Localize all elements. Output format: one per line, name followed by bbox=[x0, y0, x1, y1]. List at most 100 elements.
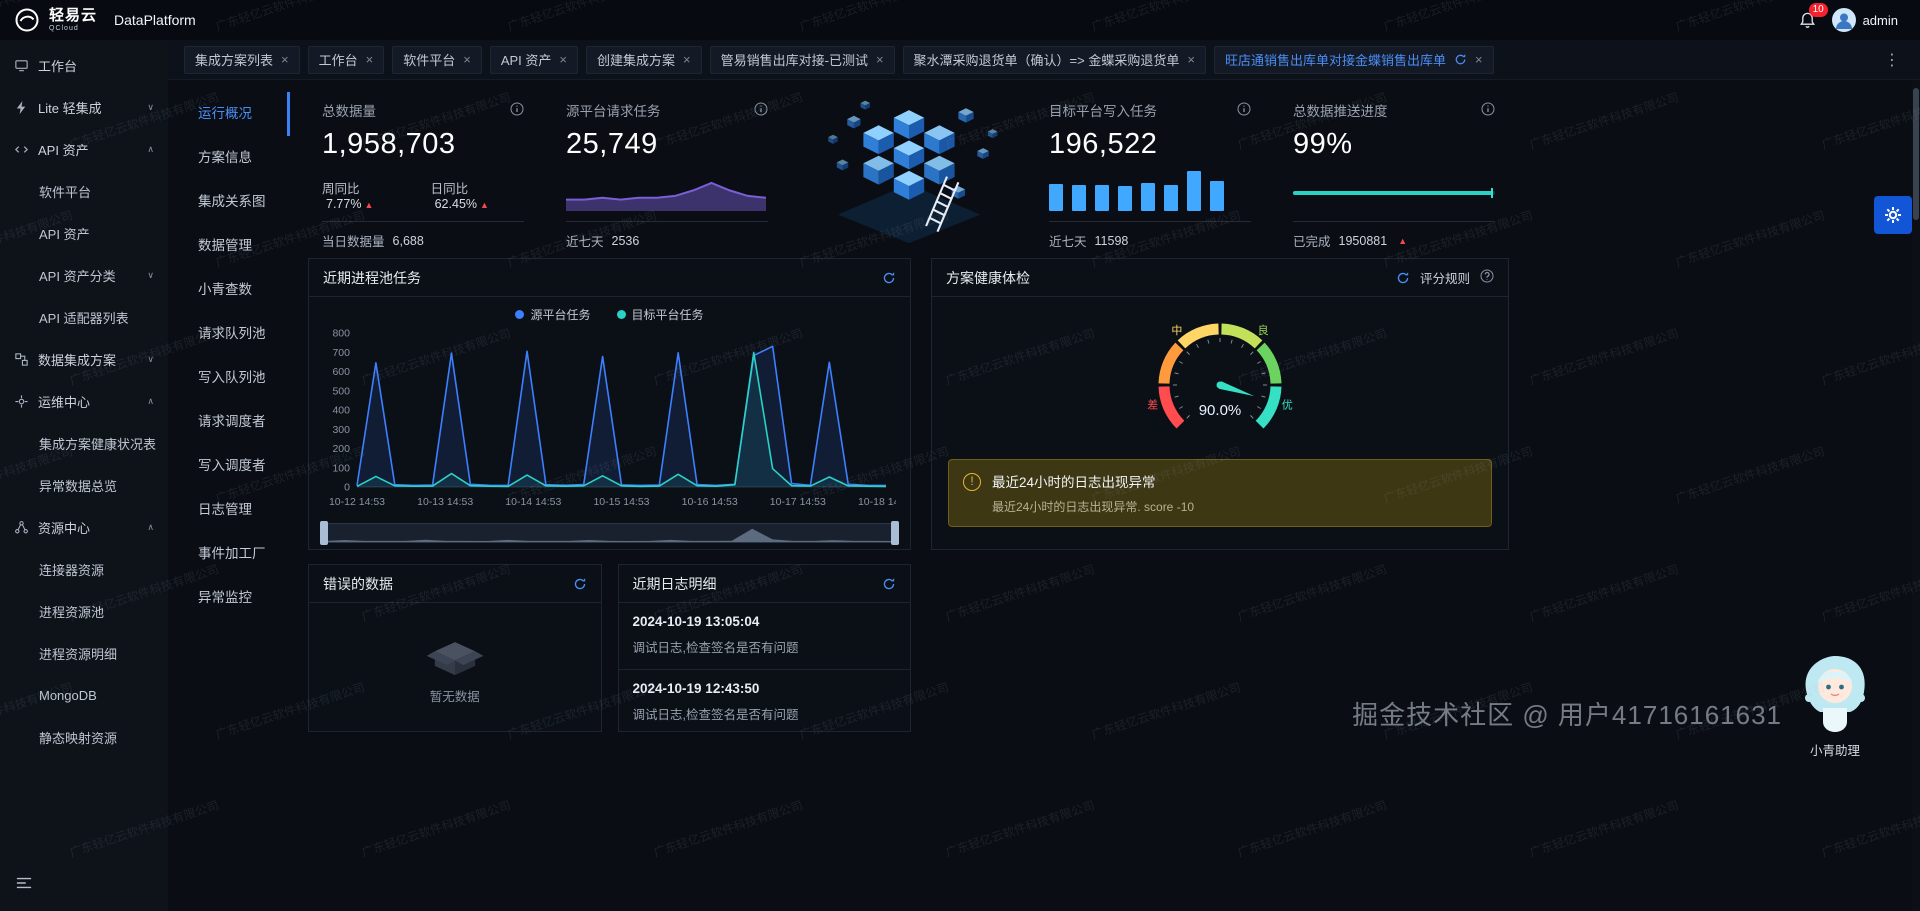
sidebar-subitem[interactable]: 进程资源池 bbox=[0, 590, 168, 632]
sidebar-item-label: 连接器资源 bbox=[39, 562, 105, 578]
subnav-item[interactable]: 异常监控 bbox=[198, 590, 252, 605]
question-icon[interactable] bbox=[1480, 269, 1494, 286]
brush-handle-left[interactable] bbox=[320, 521, 328, 545]
tab[interactable]: 工作台 × bbox=[307, 45, 385, 74]
subnav-item[interactable]: 日志管理 bbox=[198, 502, 252, 517]
tab-active[interactable]: 旺店通销售出库单对接金蝶销售出库单 × bbox=[1213, 45, 1494, 74]
tab[interactable]: 管易销售出库对接-已测试 × bbox=[709, 45, 895, 74]
sidebar-collapse-button[interactable] bbox=[0, 864, 168, 911]
sidebar-subitem[interactable]: API 适配器列表 bbox=[0, 296, 168, 338]
tab[interactable]: 集成方案列表 × bbox=[184, 45, 300, 74]
tab[interactable]: API 资产 × bbox=[489, 45, 578, 74]
tab-close-icon[interactable]: × bbox=[683, 52, 691, 67]
notifications-button[interactable]: 10 bbox=[1799, 3, 1828, 29]
subnav-item[interactable]: 集成关系图 bbox=[198, 194, 266, 209]
divider bbox=[566, 221, 768, 222]
scrollbar-thumb[interactable] bbox=[1913, 88, 1919, 220]
subnav-item[interactable]: 请求队列池 bbox=[198, 326, 266, 341]
sidebar-item-label: 数据集成方案 bbox=[38, 352, 117, 368]
sidebar-subitem[interactable]: 静态映射资源 bbox=[0, 716, 168, 758]
sidebar-subitem[interactable]: API 资产分类 ∨ bbox=[0, 254, 168, 296]
tab-refresh-icon[interactable] bbox=[1454, 53, 1467, 66]
user-menu[interactable]: admin bbox=[1831, 8, 1898, 32]
tabbar: 集成方案列表 × 工作台 × 软件平台 × API 资产 × 创建集成方案 × 管易销售出库对接-已… bbox=[168, 40, 1920, 80]
sidebar-subitem[interactable]: 连接器资源 bbox=[0, 548, 168, 590]
qcloud-logo-icon bbox=[14, 7, 40, 33]
svg-text:10-16 14:53: 10-16 14:53 bbox=[682, 496, 738, 508]
sidebar-item-label: MongoDB bbox=[39, 687, 97, 703]
week-trend: 周同比7.77% ▲ bbox=[322, 178, 409, 211]
assistant-mascot[interactable]: 小青助理 bbox=[1796, 652, 1874, 759]
caret-up-icon: ▲ bbox=[364, 200, 374, 210]
info-icon[interactable] bbox=[1237, 102, 1251, 119]
tab-label: 聚水潭采购退货单（确认）=> 金蝶采购退货单 bbox=[913, 53, 1180, 68]
tab[interactable]: 聚水潭采购退货单（确认）=> 金蝶采购退货单 × bbox=[902, 45, 1206, 74]
tab-close-icon[interactable]: × bbox=[463, 52, 471, 67]
sidebar-item-label: 运维中心 bbox=[38, 394, 91, 410]
process-pool-chart: 0 100 200 300 400 500 600 700 800 10-12 14:53 10-1… bbox=[329, 328, 896, 509]
subnav-item[interactable]: 写入队列池 bbox=[198, 370, 266, 385]
svg-text:10-12 14:53: 10-12 14:53 bbox=[329, 496, 385, 508]
refresh-icon[interactable] bbox=[882, 577, 896, 591]
sidebar-item[interactable]: API 资产 ∧ bbox=[0, 128, 168, 170]
svg-text:100: 100 bbox=[332, 462, 350, 474]
tab-close-icon[interactable]: × bbox=[875, 52, 884, 67]
chart-brush[interactable] bbox=[320, 521, 899, 545]
sidebar-menu: 工作台 Lite 轻集成 ∨ API 资产 ∧ 软件平台 API 资产 API 资产分类 ∨ AP… bbox=[0, 44, 168, 864]
subnav-item[interactable]: 写入调度者 bbox=[198, 458, 266, 473]
tab-close-icon[interactable]: × bbox=[281, 52, 289, 67]
refresh-icon[interactable] bbox=[1396, 271, 1410, 285]
sidebar-subitem[interactable]: 软件平台 bbox=[0, 170, 168, 212]
info-icon[interactable] bbox=[754, 102, 768, 119]
topbar-right: 10 admin bbox=[1799, 3, 1906, 32]
tab-more-button[interactable]: ⋮ bbox=[1884, 51, 1900, 69]
tab-close-icon[interactable]: × bbox=[1187, 52, 1195, 67]
legend-item-target[interactable]: 目标平台任务 bbox=[616, 306, 704, 323]
assistant-label: 小青助理 bbox=[1809, 744, 1860, 758]
legend-item-source[interactable]: 源平台任务 bbox=[515, 306, 591, 323]
sidebar-subitem[interactable]: MongoDB bbox=[0, 674, 168, 716]
stat-title: 目标平台写入任务 bbox=[1049, 104, 1157, 119]
brush-handle-right[interactable] bbox=[891, 521, 899, 545]
lite-icon bbox=[14, 100, 29, 115]
subnav-item[interactable]: 方案信息 bbox=[198, 150, 252, 165]
sidebar-subitem[interactable]: 集成方案健康状况表 bbox=[0, 422, 168, 464]
subnav-item[interactable]: 小青查数 bbox=[198, 282, 252, 297]
subnav-item[interactable]: 事件加工厂 bbox=[198, 546, 266, 561]
sidebar-subitem[interactable]: 异常数据总览 bbox=[0, 464, 168, 506]
tab-close-icon[interactable]: × bbox=[365, 52, 374, 67]
stat-footer-value: 11598 bbox=[1094, 233, 1129, 248]
score-rules-link[interactable]: 评分规则 bbox=[1419, 272, 1470, 286]
info-icon[interactable] bbox=[510, 102, 524, 119]
brand-name: 轻易云 bbox=[49, 7, 98, 24]
sidebar-subitem[interactable]: API 资产 bbox=[0, 212, 168, 254]
day-trend: 日同比62.45% ▲ bbox=[431, 178, 524, 211]
tab-close-icon[interactable]: × bbox=[1474, 52, 1483, 67]
tab-label: 管易销售出库对接-已测试 bbox=[720, 53, 868, 68]
tab[interactable]: 软件平台 × bbox=[392, 45, 482, 74]
chart-legend: 源平台任务 目标平台任务 bbox=[309, 297, 910, 323]
subnav-list: 运行概况方案信息集成关系图数据管理小青查数请求队列池写入队列池请求调度者写入调度… bbox=[168, 80, 290, 911]
stats-row: 总数据量 1,958,703 周同比7.77% ▲ 日同比62.45% ▲ 当日数据… bbox=[308, 94, 1509, 249]
sidebar-item[interactable]: 工作台 bbox=[0, 44, 168, 86]
subnav-item[interactable]: 数据管理 bbox=[198, 238, 252, 253]
scrollbar[interactable] bbox=[1912, 80, 1920, 911]
sidebar-item-label: 进程资源池 bbox=[39, 604, 105, 620]
sidebar-item[interactable]: Lite 轻集成 ∨ bbox=[0, 86, 168, 128]
chevron-up-icon: ∧ bbox=[147, 143, 154, 154]
sidebar-item[interactable]: 数据集成方案 ∨ bbox=[0, 338, 168, 380]
refresh-icon[interactable] bbox=[573, 577, 587, 591]
sidebar-item[interactable]: 运维中心 ∧ bbox=[0, 380, 168, 422]
svg-text:300: 300 bbox=[332, 424, 350, 436]
info-icon[interactable] bbox=[1481, 102, 1495, 119]
tab-close-icon[interactable]: × bbox=[559, 52, 567, 67]
sidebar-subitem[interactable]: 进程资源明细 bbox=[0, 632, 168, 674]
sidebar-item[interactable]: 资源中心 ∧ bbox=[0, 506, 168, 548]
refresh-icon[interactable] bbox=[882, 271, 896, 285]
subnav-item[interactable]: 请求调度者 bbox=[198, 414, 266, 429]
settings-gear-button[interactable] bbox=[1874, 196, 1912, 234]
subnav-item[interactable]: 运行概况 bbox=[168, 92, 290, 136]
stat-title: 源平台请求任务 bbox=[566, 104, 661, 119]
tab[interactable]: 创建集成方案 × bbox=[586, 45, 702, 74]
brand[interactable]: 轻易云 QCloud DataPlatform bbox=[14, 7, 196, 33]
